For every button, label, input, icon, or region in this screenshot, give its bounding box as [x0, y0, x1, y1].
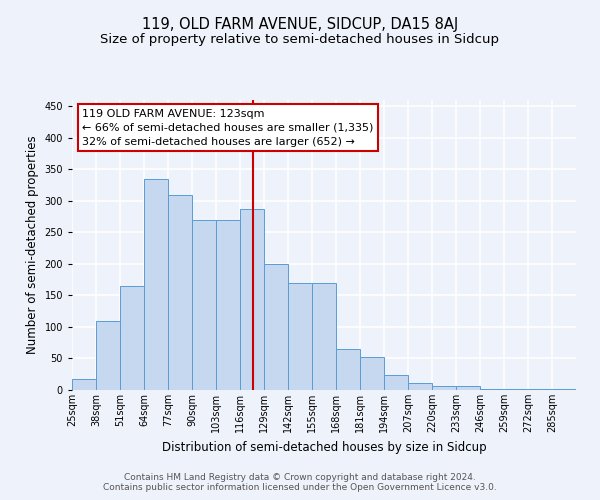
Bar	[312, 283, 336, 390]
Text: 119 OLD FARM AVENUE: 123sqm
← 66% of semi-detached houses are smaller (1,335)
32: 119 OLD FARM AVENUE: 123sqm ← 66% of sem…	[82, 108, 373, 146]
Bar	[120, 286, 144, 390]
Bar	[360, 356, 384, 390]
Bar	[504, 388, 528, 390]
Bar	[480, 388, 504, 390]
Bar	[96, 322, 120, 390]
Bar	[72, 380, 96, 390]
Text: Size of property relative to semi-detached houses in Sidcup: Size of property relative to semi-detach…	[101, 32, 499, 46]
Bar	[192, 220, 216, 390]
Bar	[456, 386, 480, 390]
Bar	[240, 209, 264, 390]
Bar	[264, 264, 288, 390]
Text: 119, OLD FARM AVENUE, SIDCUP, DA15 8AJ: 119, OLD FARM AVENUE, SIDCUP, DA15 8AJ	[142, 18, 458, 32]
Bar	[336, 349, 360, 390]
Y-axis label: Number of semi-detached properties: Number of semi-detached properties	[26, 136, 39, 354]
X-axis label: Distribution of semi-detached houses by size in Sidcup: Distribution of semi-detached houses by …	[161, 440, 487, 454]
Bar	[168, 194, 192, 390]
Bar	[408, 383, 432, 390]
Bar	[288, 283, 312, 390]
Bar	[144, 179, 168, 390]
Text: Contains HM Land Registry data © Crown copyright and database right 2024.
Contai: Contains HM Land Registry data © Crown c…	[103, 473, 497, 492]
Bar	[384, 375, 408, 390]
Bar	[432, 386, 456, 390]
Bar	[216, 220, 240, 390]
